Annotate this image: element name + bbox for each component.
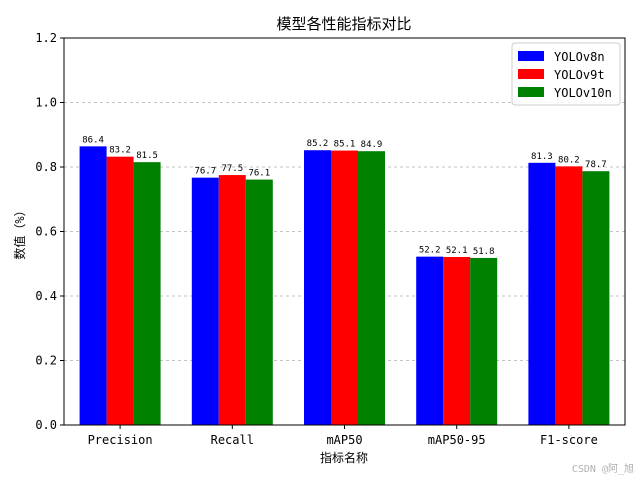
x-tick-label: Precision <box>88 433 153 447</box>
legend: YOLOv8n YOLOv9t YOLOv10n <box>511 42 621 106</box>
y-tick-label: 0.8 <box>35 160 57 174</box>
data-label: 76.7 <box>194 167 216 177</box>
data-label: 84.9 <box>361 140 383 150</box>
legend-label: YOLOv9t <box>554 68 605 82</box>
data-label: 85.1 <box>334 140 356 150</box>
y-tick-label: 1.0 <box>35 96 57 110</box>
bar-YOLOv8n-mAP50-95 <box>416 256 444 425</box>
bar-YOLOv10n-Recall <box>245 179 273 425</box>
x-axis-ticks: Precision Recall mAP50 mAP50-95 F1-score <box>88 425 598 447</box>
x-tick-label: Recall <box>211 433 254 447</box>
watermark-text: CSDN @阿_旭 <box>572 463 634 475</box>
bar-YOLOv8n-F1-score <box>528 162 556 425</box>
data-label: 81.3 <box>531 152 553 162</box>
data-label: 76.1 <box>248 169 270 179</box>
y-tick-label: 0.6 <box>35 225 57 239</box>
bar-YOLOv8n-Recall <box>191 177 219 425</box>
bar-YOLOv10n-mAP50-95 <box>470 257 498 425</box>
data-label: 81.5 <box>136 151 158 161</box>
data-label: 77.5 <box>221 164 243 174</box>
chart-title: 模型各性能指标对比 <box>276 15 411 33</box>
x-tick-label: F1-score <box>540 433 598 447</box>
bar-YOLOv10n-F1-score <box>582 171 610 425</box>
y-axis-ticks: 0.0 0.2 0.4 0.6 0.8 1.0 1.2 <box>35 31 64 432</box>
legend-swatch-YOLOv9t <box>518 69 544 79</box>
bar-YOLOv9t-mAP50 <box>331 150 358 426</box>
y-axis-label: 数值（%） <box>12 204 27 259</box>
data-labels-layer: 86.4 83.2 81.5 76.7 77.5 76.1 85.2 85.1 84.9 52.2… <box>82 135 606 257</box>
data-label: 52.2 <box>419 246 441 256</box>
y-tick-label: 0.0 <box>35 418 57 432</box>
legend-label: YOLOv10n <box>554 86 612 100</box>
bars-layer <box>79 146 610 426</box>
data-label: 83.2 <box>109 146 131 156</box>
data-label: 51.8 <box>473 247 495 257</box>
bar-YOLOv9t-F1-score <box>555 166 583 426</box>
y-tick-label: 1.2 <box>35 31 57 45</box>
y-tick-label: 0.2 <box>35 354 57 368</box>
bar-YOLOv10n-mAP50 <box>358 151 385 425</box>
legend-swatch-YOLOv10n <box>518 87 544 97</box>
x-tick-label: mAP50-95 <box>428 433 486 447</box>
x-axis-label: 指标名称 <box>320 450 368 465</box>
bar-YOLOv8n-mAP50 <box>304 150 331 426</box>
x-tick-label: mAP50 <box>326 433 362 447</box>
bar-YOLOv9t-Precision <box>106 156 134 425</box>
legend-swatch-YOLOv8n <box>518 51 544 61</box>
data-label: 86.4 <box>82 135 104 145</box>
data-label: 85.2 <box>307 139 329 149</box>
data-label: 80.2 <box>558 155 580 165</box>
y-tick-label: 0.4 <box>35 289 57 303</box>
data-label: 52.1 <box>446 246 468 256</box>
bar-YOLOv10n-Precision <box>133 162 161 425</box>
data-label: 78.7 <box>585 160 607 170</box>
bar-YOLOv8n-Precision <box>79 146 107 426</box>
bar-YOLOv9t-Recall <box>218 175 246 425</box>
legend-label: YOLOv8n <box>554 50 605 64</box>
bar-YOLOv9t-mAP50-95 <box>443 256 471 425</box>
